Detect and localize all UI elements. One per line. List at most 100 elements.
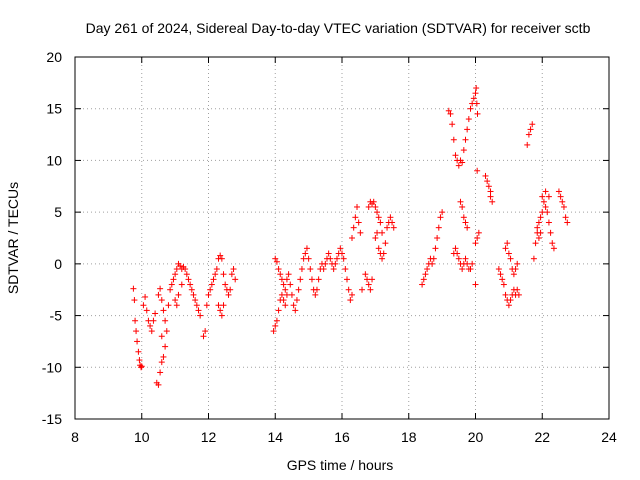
data-point xyxy=(547,229,554,236)
data-point xyxy=(560,203,567,210)
data-point xyxy=(527,126,534,133)
data-point xyxy=(190,291,197,298)
data-point xyxy=(155,291,162,298)
data-point xyxy=(143,307,150,314)
data-point xyxy=(544,209,551,216)
data-point xyxy=(136,357,143,364)
data-point xyxy=(555,188,562,195)
data-point xyxy=(339,250,345,257)
data-point xyxy=(330,266,337,273)
data-point xyxy=(162,317,169,324)
data-point xyxy=(539,193,546,200)
data-point xyxy=(295,286,302,293)
data-point xyxy=(293,297,300,304)
data-point xyxy=(564,219,571,226)
data-point xyxy=(462,255,469,262)
data-point xyxy=(369,276,376,283)
x-tick-labels: 8 10 12 14 16 18 20 22 24 xyxy=(71,429,617,445)
data-point xyxy=(545,219,552,226)
data-point xyxy=(177,262,184,269)
data-point xyxy=(449,121,456,128)
data-point xyxy=(135,348,142,355)
data-point xyxy=(298,266,305,273)
data-point xyxy=(158,333,165,340)
data-point xyxy=(357,229,364,236)
data-point xyxy=(167,286,174,293)
y-tick-label: 10 xyxy=(46,152,62,168)
data-point xyxy=(187,281,194,288)
data-point xyxy=(362,271,369,278)
data-point xyxy=(145,317,152,324)
data-point xyxy=(162,343,169,350)
data-point xyxy=(474,110,481,117)
data-point xyxy=(160,307,167,314)
data-point xyxy=(375,245,382,252)
data-point xyxy=(482,172,489,179)
data-point xyxy=(420,276,427,283)
data-point xyxy=(158,297,165,304)
data-point xyxy=(148,328,155,335)
data-point xyxy=(158,359,165,366)
data-point xyxy=(419,281,426,288)
data-point xyxy=(352,214,359,221)
data-point xyxy=(207,286,214,293)
data-point xyxy=(170,276,177,283)
data-point xyxy=(192,297,199,304)
data-point xyxy=(374,229,381,236)
data-point xyxy=(349,291,356,298)
data-point xyxy=(550,245,557,252)
data-point xyxy=(275,266,282,273)
data-point xyxy=(217,252,224,259)
data-point xyxy=(327,255,334,262)
data-point xyxy=(315,276,322,283)
data-point xyxy=(424,266,431,273)
data-point xyxy=(203,302,210,309)
data-point xyxy=(474,235,481,241)
data-point xyxy=(312,291,319,298)
data-point xyxy=(497,271,504,278)
x-tick-label: 18 xyxy=(401,429,417,445)
data-point xyxy=(447,110,454,117)
data-point xyxy=(292,307,299,314)
data-point xyxy=(459,266,466,273)
data-point xyxy=(355,219,362,226)
x-axis-label: GPS time / hours xyxy=(287,457,394,473)
data-point xyxy=(173,302,180,309)
data-point xyxy=(288,291,295,298)
data-point xyxy=(172,271,179,278)
data-point xyxy=(465,116,472,123)
data-point xyxy=(230,266,237,273)
data-point xyxy=(165,302,172,309)
data-point xyxy=(534,224,541,231)
data-point xyxy=(429,260,436,267)
data-point xyxy=(157,369,164,376)
data-point xyxy=(452,152,459,159)
data-point xyxy=(155,381,162,388)
data-points xyxy=(130,85,571,388)
data-point xyxy=(530,255,537,262)
data-point xyxy=(307,266,314,273)
data-point xyxy=(349,235,356,241)
data-point xyxy=(502,245,509,252)
data-point xyxy=(539,209,546,216)
data-point xyxy=(195,307,202,314)
data-point xyxy=(188,286,195,293)
data-point xyxy=(380,250,387,257)
data-point xyxy=(350,224,357,231)
data-point xyxy=(472,90,479,97)
data-point xyxy=(459,159,466,166)
data-point xyxy=(487,193,494,200)
data-point xyxy=(535,235,542,241)
data-point xyxy=(459,203,466,210)
data-point xyxy=(500,281,507,288)
data-point xyxy=(342,266,349,273)
data-point xyxy=(464,224,471,231)
data-point xyxy=(514,260,521,267)
y-tick-label: -10 xyxy=(42,359,62,375)
data-point xyxy=(197,312,204,319)
data-point xyxy=(537,214,544,221)
x-tick-label: 20 xyxy=(468,429,484,445)
data-point xyxy=(283,291,290,298)
data-point xyxy=(302,250,309,257)
